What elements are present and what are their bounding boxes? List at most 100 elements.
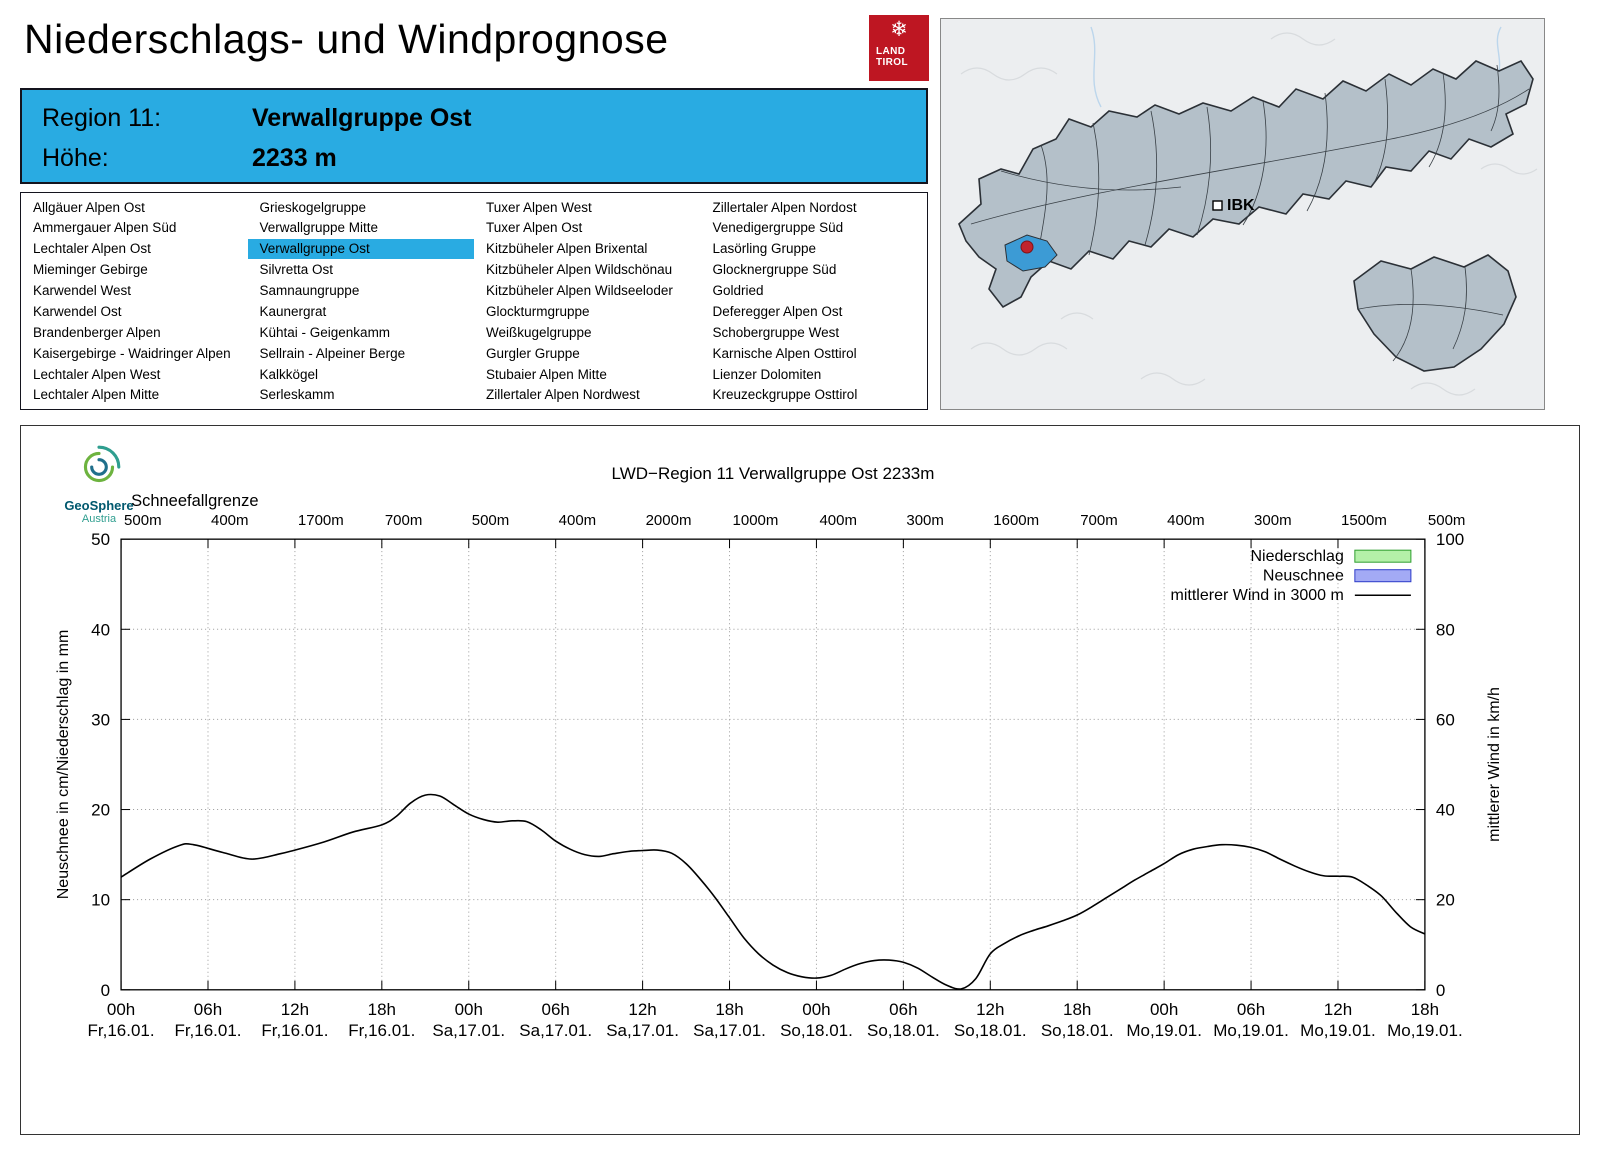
region-list-item[interactable]: Karwendel Ost — [33, 303, 122, 319]
region-borders — [970, 64, 1530, 260]
xtick-date-label: Fr,16.01. — [174, 1021, 241, 1040]
xtick-hour-label: 06h — [889, 1000, 917, 1019]
region-list-item[interactable]: Tuxer Alpen West — [486, 199, 592, 215]
region-list-item[interactable]: Zillertaler Alpen Nordost — [712, 199, 857, 215]
xtick-date-label: Mo,19.01. — [1300, 1021, 1376, 1040]
xtick-hour-label: 00h — [802, 1000, 830, 1019]
logo-line2: TIROL — [876, 57, 908, 68]
xtick-hour-label: 00h — [107, 1000, 135, 1019]
snowline-value: 400m — [559, 512, 597, 529]
region-list-column: Zillertaler Alpen Nordost Venedigergruppe… — [701, 197, 928, 405]
region-list-item[interactable]: Deferegger Alpen Ost — [712, 303, 843, 319]
region-list-item[interactable]: Lechtaler Alpen West — [33, 366, 161, 382]
ytick-label-right: 80 — [1436, 620, 1455, 639]
region-list-item[interactable]: Glocknergruppe Süd — [712, 262, 837, 278]
region-list-item[interactable]: Kreuzeckgruppe Osttirol — [712, 387, 858, 403]
ytick-label-right: 100 — [1436, 530, 1464, 549]
snowline-value: 700m — [1080, 512, 1118, 529]
xtick-date-label: Sa,17.01. — [519, 1021, 592, 1040]
region-list-item[interactable]: Weißkugelgruppe — [486, 324, 592, 340]
xtick-date-label: Sa,17.01. — [693, 1021, 766, 1040]
snowline-value: 400m — [211, 512, 249, 529]
plot-border — [120, 538, 1426, 991]
region-list-item[interactable]: Silvretta Ost — [259, 262, 334, 278]
snowline-value: 1000m — [733, 512, 779, 529]
xtick-date-label: Sa,17.01. — [432, 1021, 505, 1040]
region-list-item[interactable]: Kitzbüheler Alpen Wildschönau — [486, 262, 673, 278]
ytick-label-left: 0 — [101, 981, 110, 1000]
xtick-hour-label: 12h — [628, 1000, 656, 1019]
region-list-item[interactable]: Lienzer Dolomiten — [712, 366, 822, 382]
tirol-map: IBK — [940, 18, 1545, 410]
region-name-value: Verwallgruppe Ost — [252, 104, 472, 132]
logo-line1: LAND — [876, 46, 906, 57]
region-list-item[interactable]: Gurgler Gruppe — [486, 345, 580, 361]
xtick-date-label: Fr,16.01. — [261, 1021, 328, 1040]
snowline-value: 2000m — [646, 512, 692, 529]
region-list-column: Grieskogelgruppe Verwallgruppe Mitte Verwa… — [247, 197, 474, 405]
region-list-item[interactable]: Kaunergrat — [259, 303, 327, 319]
region-list: Allgäuer Alpen Ost Ammergauer Alpen Süd Le… — [20, 192, 928, 410]
ytick-label-right: 20 — [1436, 891, 1455, 910]
region-list-item[interactable]: Schobergruppe West — [712, 324, 840, 340]
region-list-item[interactable]: Lechtaler Alpen Ost — [33, 241, 151, 257]
region-list-item[interactable]: Kalkkögel — [259, 366, 319, 382]
ytick-label-left: 40 — [91, 620, 110, 639]
region-list-item[interactable]: Karwendel West — [33, 283, 132, 298]
region-list-item[interactable]: Grieskogelgruppe — [259, 199, 367, 215]
snowline-value: 1700m — [298, 512, 344, 529]
xtick-date-label: So,18.01. — [780, 1021, 853, 1040]
region-list-item[interactable]: Samnaungruppe — [259, 283, 360, 298]
region-header: Region 11: Verwallgruppe Ost Höhe: 2233 … — [20, 88, 928, 184]
region-list-item[interactable]: Kitzbüheler Alpen Wildseeloder — [486, 283, 673, 298]
selected-region-highlight — [1004, 234, 1058, 272]
region-list-item[interactable]: Kühtai - Geigenkamm — [259, 324, 391, 340]
xtick-hour-label: 12h — [1324, 1000, 1352, 1019]
page-title: Niederschlags- und Windprognose — [24, 16, 669, 62]
legend-swatch-niederschlag — [1354, 549, 1412, 563]
snowline-value: 500m — [124, 512, 162, 529]
region-list-item[interactable]: Lasörling Gruppe — [712, 241, 817, 257]
ytick-label-left: 30 — [91, 710, 110, 729]
region-list-item[interactable]: Karnische Alpen Osttirol — [712, 345, 857, 361]
region-list-item[interactable]: Venedigergruppe Süd — [712, 220, 844, 236]
region-list-item[interactable]: Lechtaler Alpen Mitte — [33, 387, 160, 403]
region-list-item[interactable]: Goldried — [712, 283, 764, 298]
ibk-marker — [1212, 200, 1223, 211]
region-list-item[interactable]: Kaisergebirge - Waidringer Alpen — [33, 345, 231, 361]
ytick-label-left: 20 — [91, 801, 110, 820]
wind-line-series — [120, 793, 1426, 990]
region-list-item[interactable]: Mieminger Gebirge — [33, 262, 148, 278]
region-list-item[interactable]: Brandenberger Alpen — [33, 324, 161, 340]
geosphere-name: GeoSphere — [64, 498, 134, 513]
ibk-label: IBK — [1227, 197, 1255, 214]
snowline-value: 300m — [1254, 512, 1292, 529]
east-region-borders — [1358, 266, 1504, 362]
legend-label: Niederschlag — [1250, 548, 1343, 565]
terrain-texture — [960, 32, 1538, 396]
y-axis-label-right: mittlerer Wind in km/h — [1486, 687, 1503, 842]
legend-label: mittlerer Wind in 3000 m — [1171, 587, 1344, 604]
ytick-label-right: 40 — [1436, 801, 1455, 820]
snowline-value: 700m — [385, 512, 423, 529]
altitude-label: Höhe: — [42, 144, 109, 172]
xtick-hour-label: 00h — [1150, 1000, 1178, 1019]
region-list-column: Allgäuer Alpen Ost Ammergauer Alpen Süd Le… — [21, 197, 248, 405]
region-list-item[interactable]: Stubaier Alpen Mitte — [486, 366, 607, 382]
region-list-item[interactable]: Glockturmgruppe — [486, 303, 590, 319]
region-list-item[interactable]: Kitzbüheler Alpen Brixental — [486, 241, 648, 257]
snowline-value: 1500m — [1341, 512, 1387, 529]
region-list-item-selected[interactable]: Verwallgruppe Ost — [247, 238, 474, 259]
region-list-item[interactable]: Tuxer Alpen Ost — [486, 220, 583, 236]
east-tyrol-region — [1353, 254, 1517, 372]
region-list-item[interactable]: Sellrain - Alpeiner Berge — [259, 345, 406, 361]
xtick-date-label: Mo,19.01. — [1387, 1021, 1463, 1040]
xtick-hour-label: 12h — [281, 1000, 309, 1019]
region-list-item[interactable]: Allgäuer Alpen Ost — [33, 199, 145, 215]
region-list-item[interactable]: Zillertaler Alpen Nordwest — [486, 387, 640, 403]
xtick-hour-label: 00h — [455, 1000, 483, 1019]
tirol-map-svg: IBK — [958, 26, 1538, 396]
region-list-item[interactable]: Ammergauer Alpen Süd — [33, 220, 177, 236]
region-list-item[interactable]: Verwallgruppe Mitte — [259, 220, 379, 236]
region-list-item[interactable]: Serleskamm — [259, 387, 335, 403]
